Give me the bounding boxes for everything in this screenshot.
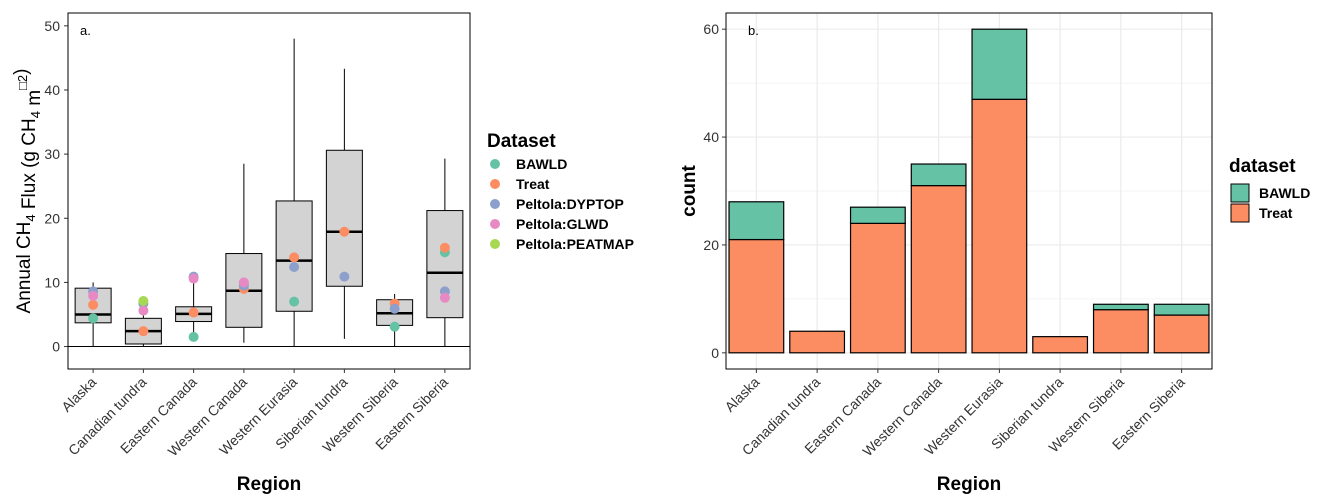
y-axis-title-part: □2 <box>15 75 30 90</box>
bar-bawld <box>849 206 906 224</box>
bar-treat <box>971 98 1028 354</box>
y-tick-label: 0 <box>52 339 60 355</box>
bar-bawld <box>1153 303 1210 316</box>
panel-tag: a. <box>80 23 91 38</box>
bar-bawld <box>728 201 785 241</box>
bar-bawld <box>910 163 967 187</box>
y-axis-title-part: 4 <box>28 111 43 118</box>
point-treat <box>188 307 199 318</box>
point-peltola-glwd <box>88 290 99 301</box>
y-tick-label: 40 <box>703 129 719 145</box>
y-tick-label: 20 <box>44 210 60 226</box>
point-treat <box>439 242 450 253</box>
y-axis-title-part: 4 <box>23 214 38 221</box>
legend-dataset-b: dataset BAWLD Treat <box>1229 156 1310 223</box>
panel-border <box>67 12 471 370</box>
point-peltola-dyptop <box>289 262 300 273</box>
legend-swatch <box>1230 203 1250 223</box>
box-siberian-tundra <box>325 68 363 339</box>
panel-border <box>725 12 1213 370</box>
legend-item-label: Peltola:GLWD <box>516 216 609 232</box>
legend-marker <box>490 199 500 209</box>
legend-marker <box>490 179 500 189</box>
point-treat <box>289 252 300 263</box>
bar-treat <box>789 330 846 354</box>
box-western-canada <box>225 163 263 343</box>
panel-tag: b. <box>748 23 759 38</box>
point-bawld <box>188 331 199 342</box>
point-treat <box>339 226 350 237</box>
point-peltola-dyptop <box>339 271 350 282</box>
bar-treat <box>1092 309 1149 354</box>
point-peltola-glwd <box>439 292 450 303</box>
legend-item-label: Peltola:PEATMAP <box>516 236 634 252</box>
y-tick-label: 30 <box>44 146 60 162</box>
legend-marker <box>490 239 500 249</box>
box-western-eurasia <box>275 38 313 347</box>
legend-title: dataset <box>1229 156 1296 177</box>
point-peltola-glwd <box>138 305 149 316</box>
y-axis-title-part: m <box>24 90 45 111</box>
legend-item-label: Treat <box>516 176 550 192</box>
y-tick-label: 20 <box>703 237 719 253</box>
y-tick-label: 10 <box>44 274 60 290</box>
point-peltola-glwd <box>188 273 199 284</box>
point-treat <box>88 299 99 310</box>
point-bawld <box>289 296 300 307</box>
legend-marker <box>490 219 500 229</box>
bar-treat <box>849 222 906 354</box>
box-body <box>325 149 363 287</box>
box-body <box>275 200 313 312</box>
legend-item-label: BAWLD <box>516 156 567 172</box>
y-axis-title: Annual CH4 Flux (g CH4 m□2) <box>11 69 45 314</box>
point-peltola-peatmap <box>138 296 149 307</box>
y-tick-label: 60 <box>703 21 719 37</box>
y-axis-title-part: ) <box>11 69 32 75</box>
y-axis-title-part: Annual CH <box>14 222 35 314</box>
bar-treat <box>1032 336 1089 354</box>
legend-marker <box>490 159 500 169</box>
x-tick-label: Alaska <box>721 374 762 415</box>
x-axis-title: Region <box>937 474 1001 495</box>
y-tick-label: 0 <box>711 345 719 361</box>
bar-treat <box>910 185 967 354</box>
point-treat <box>138 326 149 337</box>
bar-bawld <box>971 28 1028 100</box>
legend-title: Dataset <box>487 131 556 152</box>
bar-bawld <box>1092 303 1149 311</box>
y-tick-label: 50 <box>44 18 60 34</box>
legend-swatch <box>1230 183 1250 203</box>
point-bawld <box>389 321 400 332</box>
y-axis-title: count <box>679 164 700 216</box>
x-axis-title: Region <box>237 474 301 495</box>
bar-treat <box>1153 314 1210 354</box>
x-tick-label: Alaska <box>58 374 99 415</box>
legend-item-label: Peltola:DYPTOP <box>516 196 624 212</box>
bar-treat <box>728 238 785 354</box>
legend-dataset: Dataset BAWLD Treat Peltola:DYPTOP Peltola:G… <box>487 131 634 252</box>
legend-item-label: BAWLD <box>1259 185 1310 201</box>
y-tick-label: 40 <box>44 82 60 98</box>
point-peltola-glwd <box>238 277 249 288</box>
point-peltola-dyptop <box>389 303 400 314</box>
legend-item-label: Treat <box>1259 205 1293 221</box>
y-axis-title-part: Flux (g CH <box>19 118 40 214</box>
point-bawld <box>88 313 99 324</box>
